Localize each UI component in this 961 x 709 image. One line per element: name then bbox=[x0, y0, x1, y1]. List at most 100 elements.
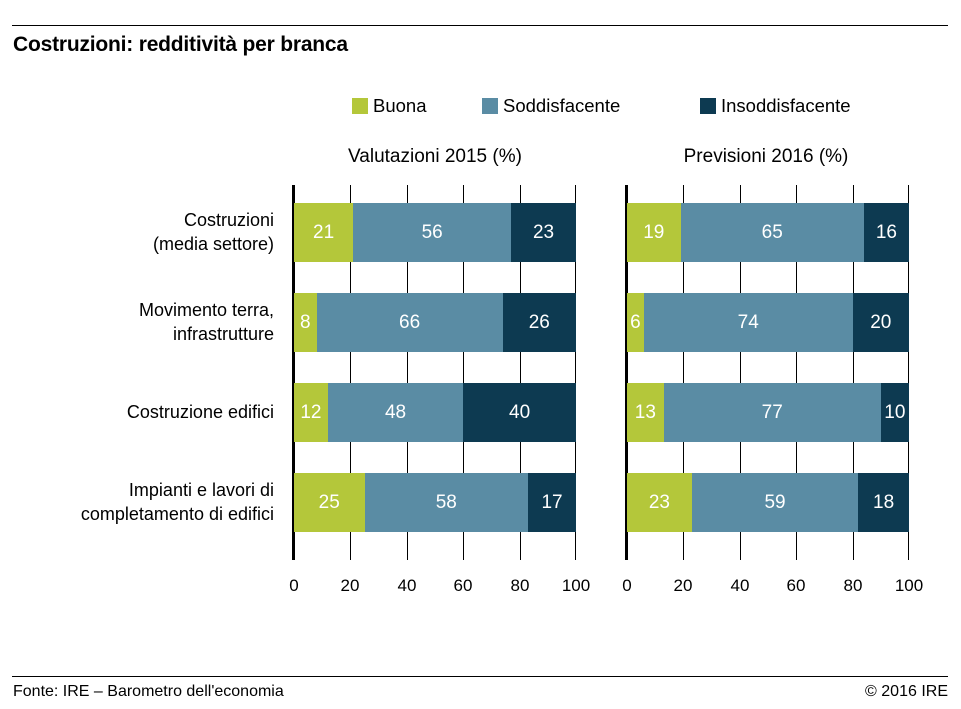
bar-row: 12 48 40 bbox=[294, 383, 576, 442]
chart-2016: 0 20 40 60 80 100 19 65 16 6 74 20 13 77 10 23 59 18 bbox=[622, 185, 923, 595]
category-label-line: Costruzione edifici bbox=[126, 401, 274, 422]
top-divider bbox=[12, 25, 948, 26]
bar-row: 21 56 23 bbox=[294, 203, 576, 262]
bar-value-label: 58 bbox=[435, 491, 457, 513]
gridline bbox=[407, 185, 408, 560]
legend-swatch-soddisfacente-icon bbox=[482, 98, 498, 114]
legend-swatch-buona-icon bbox=[352, 98, 368, 114]
bar-segment-buona: 12 bbox=[294, 383, 328, 442]
bar-value-label: 59 bbox=[764, 491, 786, 513]
legend-label-insoddisfacente: Insoddisfacente bbox=[721, 95, 851, 116]
category-label-line: Costruzioni bbox=[183, 210, 274, 231]
bar-value-label: 19 bbox=[643, 221, 665, 243]
bar-value-label: 13 bbox=[634, 401, 656, 423]
category-label: Impianti e lavori di completamento di edi… bbox=[6, 473, 274, 532]
bar-row: 19 65 16 bbox=[627, 203, 909, 262]
x-axis-tick-label: 80 bbox=[510, 576, 530, 595]
bar-segment-buona: 21 bbox=[294, 203, 354, 262]
bar-value-label: 21 bbox=[313, 221, 335, 243]
x-axis-tick-label: 80 bbox=[843, 576, 863, 595]
x-axis-tick-label: 40 bbox=[730, 576, 750, 595]
gridline bbox=[740, 185, 741, 560]
gridline bbox=[683, 185, 684, 560]
x-axis-tick-label: 60 bbox=[786, 576, 806, 595]
bar-value-label: 65 bbox=[761, 221, 783, 243]
x-axis-tick-label: 100 bbox=[894, 576, 924, 595]
gridline bbox=[796, 185, 797, 560]
bar-row: 8 66 26 bbox=[294, 293, 576, 352]
bar-segment-soddisfacente: 48 bbox=[327, 383, 464, 442]
category-label-line: infrastrutture bbox=[172, 323, 274, 344]
bar-value-label: 17 bbox=[541, 491, 563, 513]
chart-title-2016: Previsioni 2016 (%) bbox=[683, 146, 849, 167]
bar-value-label: 26 bbox=[528, 311, 550, 333]
category-label-line: Movimento terra, bbox=[138, 300, 274, 321]
bar-segment-soddisfacente: 56 bbox=[353, 203, 512, 262]
bar-value-label: 18 bbox=[873, 491, 895, 513]
bar-value-label: 8 bbox=[299, 311, 311, 333]
bar-value-label: 74 bbox=[737, 311, 759, 333]
bar-segment-insoddisfacente: 20 bbox=[852, 293, 909, 352]
x-axis-tick-label: 100 bbox=[561, 576, 591, 595]
bar-segment-buona: 13 bbox=[627, 383, 664, 442]
bar-value-label: 66 bbox=[399, 311, 421, 333]
bar-segment-insoddisfacente: 40 bbox=[463, 383, 576, 442]
bar-value-label: 6 bbox=[630, 311, 641, 333]
bar-segment-insoddisfacente: 10 bbox=[880, 383, 909, 442]
bar-segment-soddisfacente: 58 bbox=[364, 473, 529, 532]
footer-copyright: © 2016 IRE bbox=[865, 683, 948, 700]
x-axis-tick-label: 20 bbox=[340, 576, 360, 595]
gridline bbox=[575, 185, 576, 560]
bar-value-label: 20 bbox=[870, 311, 892, 333]
bar-value-label: 48 bbox=[384, 401, 407, 423]
bar-value-label: 23 bbox=[532, 221, 555, 243]
legend-label-buona: Buona bbox=[373, 95, 427, 116]
footer-source: Fonte: IRE – Barometro dell'economia bbox=[13, 683, 284, 700]
x-axis-tick-label: 0 bbox=[622, 576, 632, 595]
category-label: Costruzione edifici bbox=[6, 383, 274, 442]
category-label-line: Impianti e lavori di bbox=[128, 480, 274, 501]
bar-value-label: 23 bbox=[648, 491, 670, 513]
legend-item-soddisfacente: Soddisfacente bbox=[482, 95, 620, 117]
category-labels: Costruzioni (media settore) Movimento terr… bbox=[6, 185, 274, 560]
bar-value-label: 77 bbox=[761, 401, 783, 423]
chart-title-2015: Valutazioni 2015 (%) bbox=[348, 146, 522, 167]
bar-segment-buona: 6 bbox=[627, 293, 644, 352]
category-label-line: completamento di edifici bbox=[80, 503, 274, 524]
x-axis-tick-label: 0 bbox=[289, 576, 299, 595]
category-label: Costruzioni (media settore) bbox=[6, 203, 274, 262]
bar-segment-insoddisfacente: 26 bbox=[502, 293, 576, 352]
legend-item-buona: Buona bbox=[352, 95, 427, 117]
bar-row: 6 74 20 bbox=[627, 293, 909, 352]
bar-value-label: 16 bbox=[875, 221, 897, 243]
bar-value-label: 40 bbox=[509, 401, 531, 423]
category-label-line: (media settore) bbox=[152, 233, 274, 254]
bar-segment-insoddisfacente: 17 bbox=[528, 473, 576, 532]
chart-2015: 0 20 40 60 80 100 21 56 23 8 66 26 12 48 40 25 58 17 bbox=[289, 185, 590, 595]
bar-row: 13 77 10 bbox=[627, 383, 909, 442]
bar-segment-soddisfacente: 74 bbox=[643, 293, 853, 352]
bar-segment-buona: 19 bbox=[627, 203, 681, 262]
bar-segment-soddisfacente: 59 bbox=[691, 473, 859, 532]
bar-value-label: 12 bbox=[300, 401, 322, 423]
gridline bbox=[908, 185, 909, 560]
legend-swatch-insoddisfacente-icon bbox=[700, 98, 716, 114]
category-label: Movimento terra, infrastrutture bbox=[6, 293, 274, 352]
bar-segment-soddisfacente: 77 bbox=[663, 383, 881, 442]
bar-row: 25 58 17 bbox=[294, 473, 576, 532]
bar-value-label: 10 bbox=[884, 401, 906, 423]
y-axis-line bbox=[625, 185, 628, 560]
bar-segment-insoddisfacente: 16 bbox=[863, 203, 909, 262]
legend-item-insoddisfacente: Insoddisfacente bbox=[700, 95, 851, 117]
bar-value-label: 56 bbox=[421, 221, 443, 243]
gridline bbox=[853, 185, 854, 560]
bar-row: 23 59 18 bbox=[627, 473, 909, 532]
x-axis-tick-label: 60 bbox=[453, 576, 473, 595]
x-axis-tick-label: 20 bbox=[673, 576, 693, 595]
gridline bbox=[463, 185, 464, 560]
bar-segment-buona: 23 bbox=[627, 473, 692, 532]
x-axis-tick-label: 40 bbox=[397, 576, 417, 595]
gridline bbox=[520, 185, 521, 560]
bar-segment-buona: 8 bbox=[294, 293, 317, 352]
